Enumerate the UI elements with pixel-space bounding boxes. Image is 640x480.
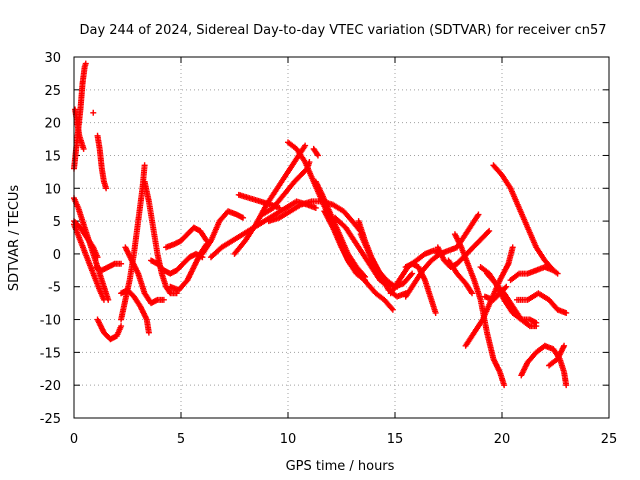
data-point [276,204,283,211]
y-tick-label: 30 [44,51,61,66]
data-point [141,162,148,169]
data-point [94,254,101,261]
data-point [90,109,97,116]
y-tick-label: 0 [53,248,61,263]
y-tick-label: -10 [40,314,61,329]
series-track-15 [148,250,206,277]
series-track-4 [94,132,110,192]
series-track-14 [163,224,210,251]
series-track-11 [141,178,180,297]
y-tick-label: 15 [44,149,61,164]
y-axis-label: SDTVAR / TECUs [7,185,22,292]
series-track-17 [199,208,247,257]
data-point [173,290,180,297]
data-point [82,60,89,67]
y-tick-label: 20 [44,117,61,132]
data-point [80,145,87,152]
plot-border [73,56,610,419]
data-point [160,296,167,303]
series-track-44 [546,342,568,369]
y-tick-label: -15 [40,346,61,361]
series-track-13 [122,244,167,307]
x-tick-label: 25 [601,432,618,447]
data-point [501,382,508,389]
data-point [302,142,309,149]
series-track-24 [310,145,321,159]
data-point [554,270,561,277]
grid-lines [74,57,609,418]
y-tick-label: 10 [44,182,61,197]
series-track-8 [92,260,125,274]
series-track-35 [451,231,508,389]
x-tick-label: 20 [494,432,511,447]
x-tick-label: 10 [280,432,297,447]
data-point [475,211,482,218]
y-tick-label: 5 [53,215,61,230]
series-track-12 [118,287,152,336]
series-track-26 [321,208,396,313]
data-point [485,229,492,236]
series-track-34 [445,257,476,297]
series-track-40 [490,162,561,277]
series-track-19 [231,142,309,257]
series-track-10 [118,162,148,323]
data-point [389,306,396,313]
data-point [563,309,570,316]
x-tick-label: 15 [387,432,404,447]
data-point [314,152,321,159]
data-point [533,323,540,330]
series-track-3 [90,109,97,116]
data-point [118,323,125,330]
axis-ticks: 0 5 10 15 20 25 -25 -20 -15 -10 -5 0 5 10 15 20 25 30 [40,51,618,447]
data-point [145,329,152,336]
data-points [71,60,570,389]
data-point [118,260,125,267]
data-point [240,214,247,221]
x-axis-label: GPS time / hours [286,459,395,474]
y-tick-label: -20 [40,379,61,394]
data-point [469,290,476,297]
data-point [509,244,516,251]
data-point [502,284,509,291]
series-track-39 [484,270,540,330]
series-track-2 [72,106,87,152]
series-track-36 [462,244,516,349]
data-point [388,305,395,312]
y-tick-label: -25 [40,412,61,427]
data-point [550,267,557,274]
chart-title: Day 244 of 2024, Sidereal Day-to-day VTE… [79,23,606,38]
data-point [503,283,510,290]
data-point [103,185,110,192]
series-track-9 [94,316,125,343]
y-tick-label: -5 [48,281,61,296]
series-track-31 [402,211,482,300]
data-point [100,296,107,303]
data-point [486,227,493,234]
x-tick-label: 5 [177,432,185,447]
series-track-42 [513,290,570,316]
series-track-7 [71,221,107,303]
x-tick-label: 0 [70,432,78,447]
data-point [312,204,319,211]
y-tick-label: 25 [44,84,61,99]
data-point [408,271,415,278]
data-point [561,342,568,349]
data-point [432,309,439,316]
data-point [563,382,570,389]
data-point [409,270,416,277]
series-track-32 [402,260,439,316]
series-track-41 [507,264,557,284]
